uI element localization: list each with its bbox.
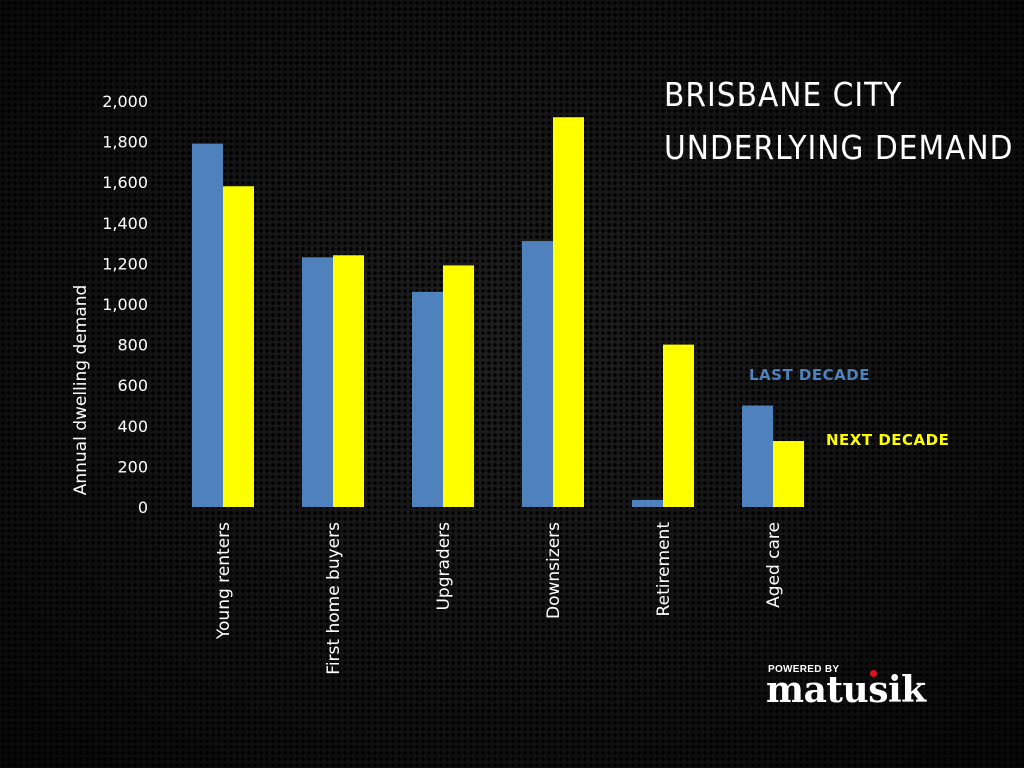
- y-tick-label: 1,000: [102, 295, 148, 314]
- y-tick-label: 1,400: [102, 214, 148, 233]
- y-axis-label: Annual dwelling demand: [71, 285, 91, 496]
- bar-last-decade-0: [192, 143, 223, 507]
- x-tick-label: First home buyers: [324, 522, 344, 675]
- x-tick-label: Aged care: [764, 522, 784, 608]
- bar-next-decade-4: [663, 344, 694, 507]
- x-tick-label: Downsizers: [544, 522, 564, 619]
- y-tick-label: 2,000: [102, 92, 148, 111]
- legend-next-decade: NEXT DECADE: [826, 431, 950, 449]
- y-tick-label: 400: [117, 417, 148, 436]
- y-tick-label: 600: [117, 376, 148, 395]
- x-tick-label: Upgraders: [434, 522, 454, 611]
- logo-powered-by-text: POWERED BY: [768, 664, 840, 675]
- bar-last-decade-3: [522, 241, 553, 507]
- bar-last-decade-5: [742, 405, 773, 507]
- logo-red-dot: [870, 670, 877, 677]
- bar-last-decade-4: [632, 499, 663, 507]
- logo-wordmark: matusik: [766, 669, 926, 711]
- y-tick-label: 1,800: [102, 133, 148, 152]
- title-line-1: BRISBANE CITY: [664, 75, 903, 114]
- x-tick-label: Young renters: [214, 522, 234, 640]
- bar-next-decade-5: [773, 441, 804, 507]
- y-tick-label: 1,200: [102, 254, 148, 273]
- x-tick-label: Retirement: [654, 522, 674, 617]
- bar-next-decade-2: [443, 265, 474, 507]
- bar-last-decade-1: [302, 257, 333, 507]
- y-axis-ticks: 0 200 400 600 800 1,000 1,200 1,400 1,600 1,800 2,…: [102, 92, 148, 517]
- y-tick-label: 800: [117, 336, 148, 355]
- powered-by-logo: POWERED BY matusik: [766, 661, 966, 711]
- y-tick-label: 1,600: [102, 173, 148, 192]
- y-tick-label: 200: [117, 457, 148, 476]
- bar-next-decade-3: [553, 117, 584, 508]
- bar-next-decade-0: [223, 186, 254, 507]
- legend-last-decade: LAST DECADE: [749, 366, 870, 384]
- x-axis-ticks: Young renters First home buyers Upgraders D…: [214, 522, 784, 675]
- y-tick-label: 0: [138, 498, 148, 517]
- bar-next-decade-1: [333, 255, 364, 507]
- bars-group: [192, 117, 804, 508]
- title-line-2: UNDERLYING DEMAND: [664, 128, 1014, 167]
- bar-last-decade-2: [412, 291, 443, 507]
